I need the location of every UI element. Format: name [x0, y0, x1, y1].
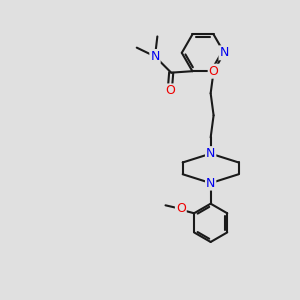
Text: O: O — [165, 84, 175, 98]
Text: N: N — [150, 50, 160, 63]
Text: O: O — [209, 65, 218, 78]
Text: N: N — [206, 177, 215, 190]
Text: O: O — [176, 202, 186, 215]
Text: N: N — [206, 147, 215, 160]
Text: N: N — [220, 46, 229, 59]
